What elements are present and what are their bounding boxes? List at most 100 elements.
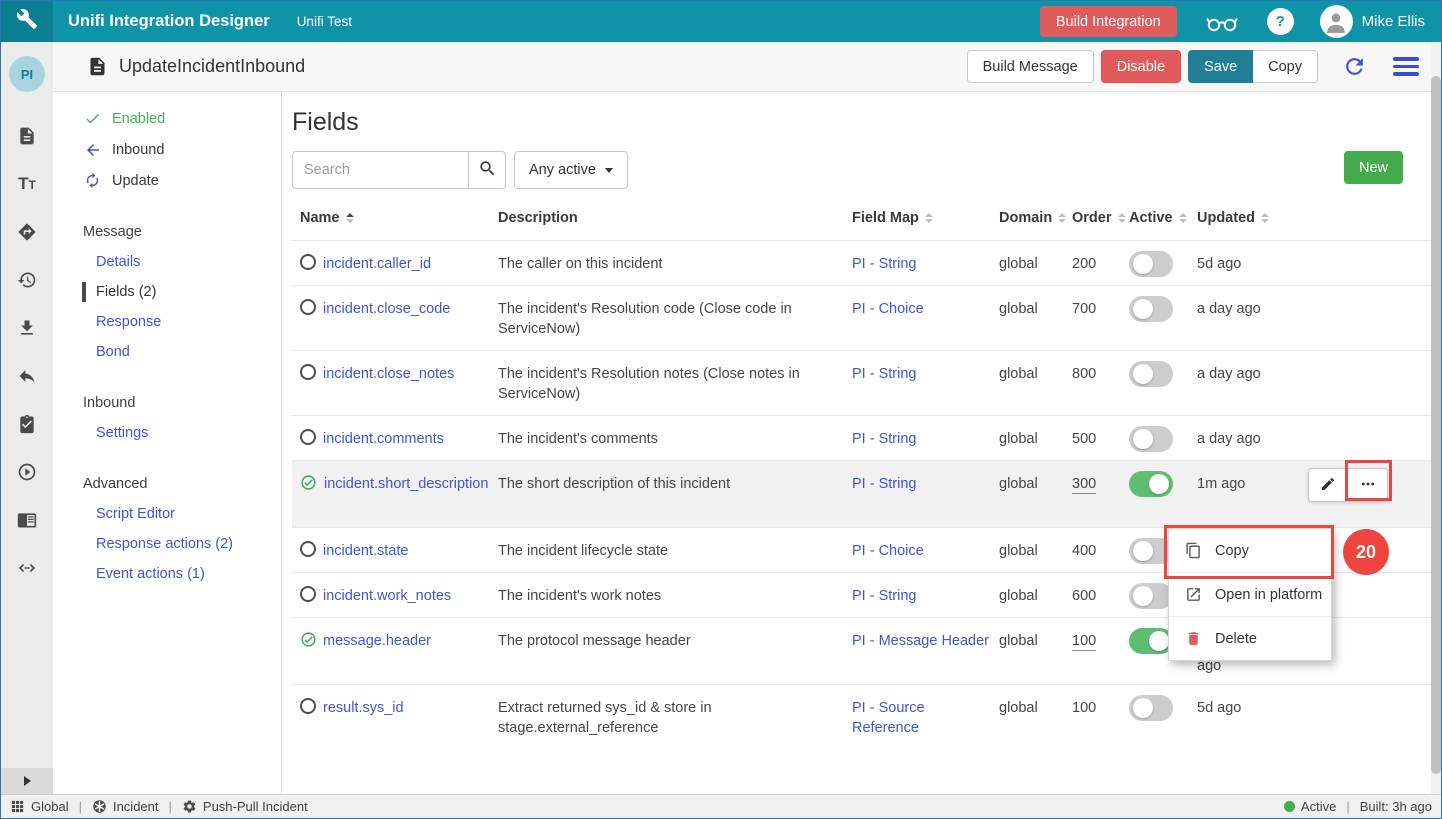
history-icon[interactable] <box>1 256 53 304</box>
process-label: Push-Pull Incident <box>202 799 308 814</box>
sidebar-item-response[interactable]: Response <box>96 314 162 330</box>
app-logo[interactable] <box>1 1 53 42</box>
field-order: 800 <box>1072 366 1097 382</box>
disable-button[interactable]: Disable <box>1100 50 1182 83</box>
field-map-link[interactable]: PI - Choice <box>852 543 924 559</box>
download-icon[interactable] <box>1 304 53 352</box>
active-toggle[interactable] <box>1129 695 1173 721</box>
new-field-button[interactable]: New <box>1343 151 1403 184</box>
sidebar-item-response-actions-2[interactable]: Response actions (2) <box>96 536 234 552</box>
active-toggle[interactable] <box>1129 426 1173 452</box>
field-order[interactable]: 300 <box>1072 476 1097 494</box>
menu-icon[interactable] <box>1393 57 1419 76</box>
active-toggle[interactable] <box>1129 471 1173 497</box>
task-check-icon[interactable] <box>1 400 53 448</box>
save-button[interactable]: Save <box>1188 50 1254 83</box>
field-name-link[interactable]: incident.close_code <box>323 301 451 317</box>
field-map-link[interactable]: PI - String <box>852 588 917 604</box>
field-map-link[interactable]: PI - Message Header <box>852 633 990 649</box>
menu-item-delete[interactable]: Delete <box>1169 616 1331 660</box>
field-map-link[interactable]: PI - String <box>852 256 917 272</box>
field-name-link[interactable]: message.header <box>323 633 432 649</box>
expand-rail-button[interactable] <box>1 768 53 794</box>
user-menu[interactable]: Mike Ellis <box>1319 5 1425 38</box>
integration-avatar[interactable]: PI <box>9 56 45 92</box>
field-map-link[interactable]: PI - String <box>852 366 917 382</box>
field-name-link[interactable]: result.sys_id <box>323 700 404 716</box>
sidebar-item-fields-2[interactable]: Fields (2) <box>53 277 281 307</box>
sidebar-status-enabled[interactable]: Enabled <box>53 103 281 134</box>
status-circle-icon <box>300 299 316 315</box>
column-header-active[interactable]: Active <box>1129 210 1197 226</box>
active-toggle[interactable] <box>1129 538 1173 564</box>
field-name-link[interactable]: incident.short_description <box>324 476 489 492</box>
field-map-link[interactable]: PI - String <box>852 431 917 447</box>
document-icon[interactable] <box>1 112 53 160</box>
user-name: Mike Ellis <box>1361 13 1425 30</box>
field-order: 700 <box>1072 301 1097 317</box>
status-circle-icon <box>300 364 316 380</box>
edit-row-button[interactable] <box>1308 468 1348 502</box>
sidebar-item-bond[interactable]: Bond <box>96 344 130 360</box>
build-integration-button[interactable]: Build Integration <box>1039 6 1177 37</box>
chevron-down-icon <box>604 167 613 173</box>
field-map-link[interactable]: PI - Choice <box>852 301 924 317</box>
fields-table: incident.caller_id The caller on this inc… <box>292 240 1431 747</box>
sidebar-status-inbound[interactable]: Inbound <box>53 134 281 165</box>
menu-item-open-in-platform[interactable]: Open in platform <box>1169 572 1331 616</box>
field-name-link[interactable]: incident.caller_id <box>323 256 432 272</box>
play-circle-icon[interactable] <box>1 448 53 496</box>
active-toggle[interactable] <box>1129 251 1173 277</box>
field-name-link[interactable]: incident.state <box>323 543 409 559</box>
reply-icon[interactable] <box>1 352 53 400</box>
field-description: The incident's Resolution code (Close co… <box>498 301 792 337</box>
active-toggle[interactable] <box>1129 361 1173 387</box>
vertical-scrollbar[interactable] <box>1431 42 1441 794</box>
search-input[interactable] <box>292 151 468 189</box>
field-name-link[interactable]: incident.work_notes <box>323 588 452 604</box>
help-icon[interactable]: ? <box>1266 8 1294 35</box>
text-format-icon[interactable]: TT <box>18 174 36 193</box>
built-label: Built: 3h ago <box>1359 799 1432 814</box>
scrollbar-thumb[interactable] <box>1431 76 1441 774</box>
field-map-link[interactable]: PI - String <box>852 476 917 492</box>
book-icon[interactable] <box>1 496 53 544</box>
directions-icon[interactable] <box>1 208 53 256</box>
active-toggle[interactable] <box>1129 296 1173 322</box>
sidebar-status-label: Enabled <box>112 110 166 127</box>
field-name-link[interactable]: incident.comments <box>323 431 444 447</box>
column-header-field-map[interactable]: Field Map <box>852 210 999 226</box>
row-menu-button[interactable] <box>1348 468 1388 502</box>
column-header-order[interactable]: Order <box>1072 210 1129 226</box>
field-map-link[interactable]: PI - Source Reference <box>852 700 925 736</box>
menu-item-copy[interactable]: Copy <box>1169 529 1331 572</box>
column-header-name[interactable]: Name <box>292 210 498 226</box>
active-filter-dropdown[interactable]: Any active <box>514 151 628 189</box>
copy-button[interactable]: Copy <box>1253 50 1318 83</box>
refresh-icon[interactable] <box>1342 54 1367 79</box>
build-message-button[interactable]: Build Message <box>966 50 1094 83</box>
field-name-link[interactable]: incident.close_notes <box>323 366 455 382</box>
field-order[interactable]: 100 <box>1072 633 1097 651</box>
sidebar-section-advanced: Advanced <box>83 476 148 492</box>
copy-icon <box>1185 542 1202 559</box>
active-toggle[interactable] <box>1129 583 1173 609</box>
sort-icon <box>1178 213 1187 223</box>
row-actions <box>1308 468 1388 502</box>
sidebar-item-event-actions-1[interactable]: Event actions (1) <box>96 566 205 582</box>
workspace-label[interactable]: Unifi Test <box>296 14 352 29</box>
sync-icon <box>83 172 102 189</box>
sidebar-item-script-editor[interactable]: Script Editor <box>96 506 175 522</box>
code-icon[interactable] <box>1 544 53 592</box>
search-button[interactable] <box>468 151 506 189</box>
active-toggle[interactable] <box>1129 628 1173 654</box>
preview-glasses-icon[interactable] <box>1205 11 1239 33</box>
field-description: The incident's work notes <box>498 588 662 604</box>
sidebar-item-settings[interactable]: Settings <box>96 425 149 441</box>
sidebar-status-update[interactable]: Update <box>53 165 281 196</box>
sidebar-item-details[interactable]: Details <box>96 254 141 270</box>
column-header-updated[interactable]: Updated <box>1197 210 1308 226</box>
field-domain: global <box>999 256 1038 272</box>
column-header-domain[interactable]: Domain <box>999 210 1072 226</box>
